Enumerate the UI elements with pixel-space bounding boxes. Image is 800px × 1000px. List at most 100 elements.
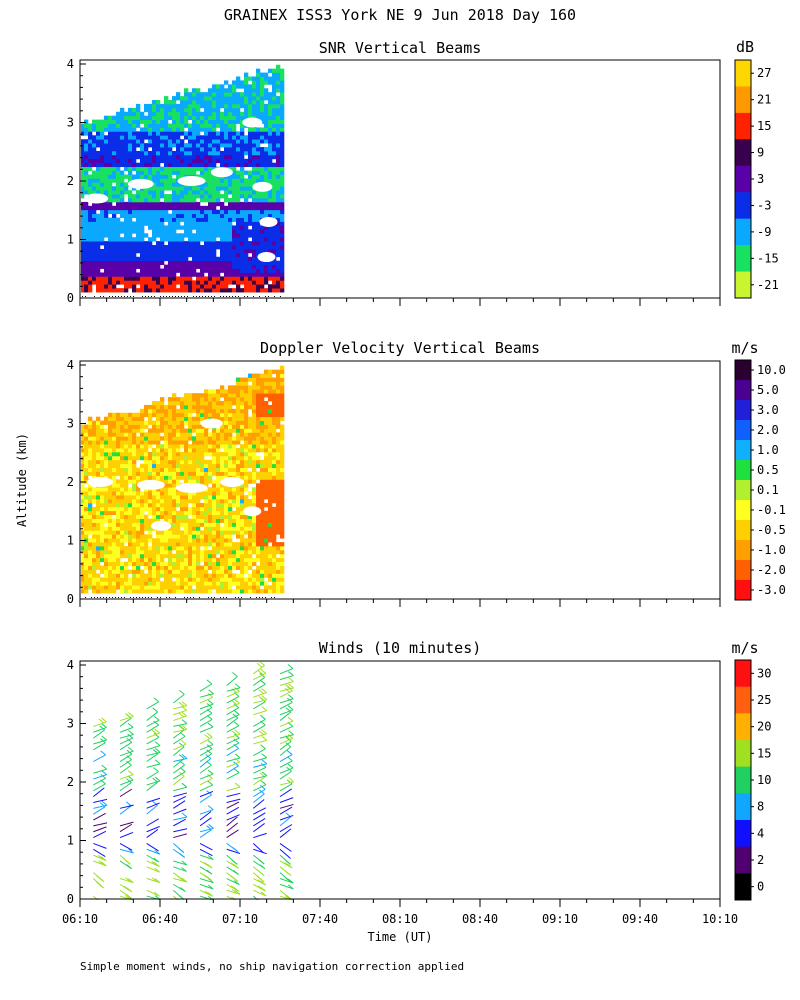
field-cell <box>248 248 253 254</box>
field-cell <box>192 256 197 262</box>
field-cell <box>116 549 121 555</box>
field-cell <box>244 448 249 453</box>
field-cell <box>128 233 133 238</box>
field-cell <box>204 483 209 488</box>
field-cell <box>244 229 249 234</box>
field-cell <box>124 280 129 285</box>
field-cell <box>124 432 129 437</box>
field-cell <box>256 389 261 394</box>
field-cell <box>81 581 85 586</box>
field-cell <box>104 448 109 453</box>
field-cell <box>232 119 237 124</box>
field-cell <box>192 288 197 293</box>
field-cell <box>208 229 213 234</box>
field-cell <box>180 96 185 101</box>
field-cell <box>240 581 245 586</box>
field-cell <box>132 577 137 582</box>
field-cell <box>136 166 141 171</box>
field-cell <box>84 577 89 582</box>
field-cell <box>180 546 185 551</box>
field-cell <box>124 514 129 519</box>
field-cell <box>92 428 97 433</box>
field-cell <box>100 557 105 563</box>
field-cell <box>180 557 185 563</box>
field-cell <box>188 553 193 559</box>
field-cell <box>124 217 129 222</box>
field-cell <box>220 100 225 105</box>
field-cell <box>104 510 109 516</box>
field-cell <box>116 534 121 539</box>
field-cell <box>216 225 221 230</box>
field-cell <box>140 264 145 269</box>
field-cell <box>244 96 249 101</box>
field-cell <box>152 233 157 238</box>
field-cell <box>192 448 197 453</box>
field-cell <box>224 432 229 437</box>
field-cell <box>96 424 101 429</box>
field-cell <box>272 76 277 81</box>
field-cell <box>188 237 193 242</box>
field-cell <box>172 127 177 132</box>
field-cell <box>152 115 157 120</box>
field-cell <box>212 268 217 273</box>
field-cell <box>264 111 269 117</box>
field-cell <box>184 198 189 203</box>
field-cell <box>100 510 105 516</box>
field-cell <box>144 233 149 238</box>
field-cell <box>188 158 193 164</box>
field-cell <box>132 288 137 293</box>
field-cell <box>100 166 105 171</box>
field-cell <box>196 397 201 402</box>
field-cell <box>232 565 237 570</box>
field-cell <box>264 190 269 195</box>
field-cell <box>228 585 233 590</box>
field-cell <box>112 150 117 156</box>
field-cell <box>164 131 169 136</box>
field-cell <box>272 127 277 132</box>
field-cell <box>248 84 253 89</box>
field-cell <box>216 139 221 144</box>
field-cell <box>276 64 281 70</box>
field-cell <box>96 276 101 281</box>
field-cell <box>260 88 265 93</box>
field-cell <box>128 256 133 262</box>
field-cell <box>128 264 133 269</box>
field-cell <box>176 123 181 128</box>
field-cell <box>100 182 105 187</box>
field-cell <box>124 436 129 441</box>
field-cell <box>84 561 89 567</box>
field-cell <box>128 154 133 160</box>
field-cell <box>260 463 265 469</box>
field-cell <box>256 499 261 504</box>
field-cell <box>260 518 265 523</box>
field-cell <box>192 147 197 152</box>
field-cell <box>81 463 85 469</box>
field-cell <box>136 573 141 578</box>
field-cell <box>184 412 189 418</box>
field-cell <box>92 506 97 512</box>
field-cell <box>140 209 145 215</box>
field-cell <box>220 241 225 246</box>
field-cell <box>280 276 285 281</box>
field-cell <box>236 131 241 136</box>
baseline-dot <box>211 296 212 297</box>
field-cell <box>152 428 157 433</box>
field-cell <box>232 424 237 429</box>
field-cell <box>208 397 213 402</box>
field-cell <box>260 245 265 250</box>
field-cell <box>164 174 169 179</box>
field-cell <box>224 107 229 113</box>
field-cell <box>252 569 257 574</box>
field-cell <box>92 221 97 226</box>
field-cell <box>240 276 245 281</box>
field-cell <box>244 72 249 77</box>
field-cell <box>116 491 121 496</box>
field-cell <box>280 549 285 555</box>
field-cell <box>264 569 269 574</box>
field-cell <box>180 100 185 105</box>
field-cell <box>184 553 189 559</box>
field-cell <box>212 264 217 269</box>
field-cell <box>236 577 241 582</box>
field-cell <box>160 135 165 140</box>
field-cell <box>260 194 265 199</box>
